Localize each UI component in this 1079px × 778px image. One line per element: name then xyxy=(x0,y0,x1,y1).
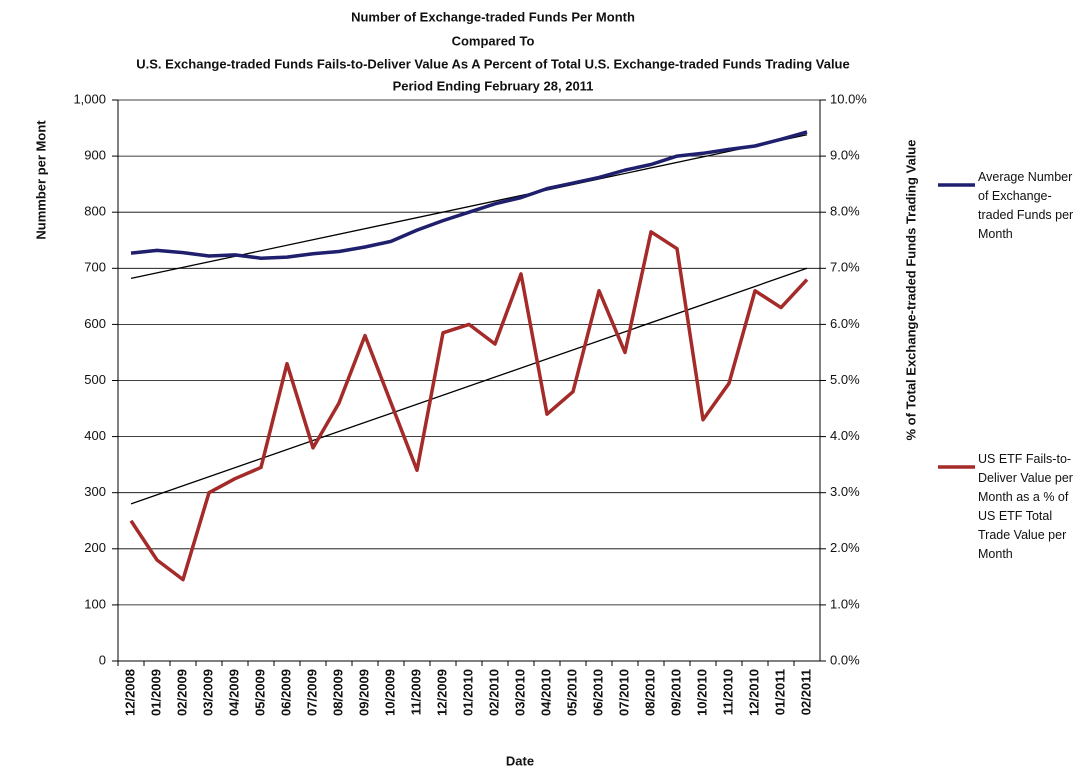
y-tick-label: 500 xyxy=(84,372,106,387)
x-tick-label: 11/2009 xyxy=(408,669,423,715)
x-tick-label: 09/2009 xyxy=(356,669,371,716)
x-tick-label: 01/2009 xyxy=(148,669,163,716)
data-line xyxy=(129,230,809,582)
chart-title: Number of Exchange-traded Funds Per Mont… xyxy=(351,9,635,24)
y2-tick-label: 0.0% xyxy=(830,652,860,667)
y2-tick-label: 8.0% xyxy=(830,204,860,219)
x-tick-label: 06/2009 xyxy=(278,669,293,716)
y-tick-label: 400 xyxy=(84,428,106,443)
y2-tick-label: 3.0% xyxy=(830,484,860,499)
y-tick-label: 900 xyxy=(84,148,106,163)
x-tick-label: 11/2010 xyxy=(720,669,735,715)
x-tick-label: 06/2010 xyxy=(590,669,605,716)
x-tick-label: 02/2009 xyxy=(174,669,189,716)
chart-subtitle: Period Ending February 28, 2011 xyxy=(393,78,594,93)
x-tick-label: 01/2011 xyxy=(772,669,787,715)
y2-tick-label: 9.0% xyxy=(830,148,860,163)
x-tick-label: 10/2009 xyxy=(382,669,397,716)
x-tick-label: 08/2010 xyxy=(642,669,657,716)
legend-label: US ETF Fails-to-Deliver Value per Month … xyxy=(978,452,1073,561)
y2-tick-label: 7.0% xyxy=(830,260,860,275)
data-line xyxy=(130,130,808,260)
y-tick-label: 100 xyxy=(84,596,106,611)
legend-label: Average Number of Exchange-traded Funds … xyxy=(978,170,1074,241)
y-tick-label: 1,000 xyxy=(73,91,106,106)
x-tick-label: 09/2010 xyxy=(668,669,683,716)
y-tick-label: 300 xyxy=(84,484,106,499)
x-tick-label: 12/2010 xyxy=(746,669,761,716)
y2-axis-label: % of Total Exchange-traded Funds Trading… xyxy=(903,140,918,441)
x-tick-label: 04/2009 xyxy=(226,669,241,716)
x-tick-label: 01/2010 xyxy=(460,669,475,716)
y2-tick-label: 1.0% xyxy=(830,596,860,611)
x-tick-label: 07/2010 xyxy=(616,669,631,716)
x-tick-label: 10/2010 xyxy=(694,669,709,716)
y-axis-label: Nummber per Mont xyxy=(33,120,48,240)
chart-subtitle: U.S. Exchange-traded Funds Fails-to-Deli… xyxy=(136,56,849,71)
y-tick-label: 600 xyxy=(84,316,106,331)
y2-tick-label: 4.0% xyxy=(830,428,860,443)
x-tick-label: 05/2009 xyxy=(252,669,267,716)
y-tick-label: 200 xyxy=(84,540,106,555)
x-tick-label: 02/2010 xyxy=(486,669,501,716)
y-tick-label: 700 xyxy=(84,260,106,275)
y-tick-label: 800 xyxy=(84,204,106,219)
x-tick-label: 07/2009 xyxy=(304,669,319,716)
y2-tick-label: 10.0% xyxy=(830,91,867,106)
x-axis-label: Date xyxy=(506,753,534,768)
x-tick-label: 03/2009 xyxy=(200,669,215,716)
x-tick-label: 08/2009 xyxy=(330,669,345,716)
x-tick-label: 12/2009 xyxy=(434,669,449,716)
x-tick-label: 04/2010 xyxy=(538,669,553,716)
y-tick-label: 0 xyxy=(99,652,106,667)
y2-tick-label: 2.0% xyxy=(830,540,860,555)
x-tick-label: 03/2010 xyxy=(512,669,527,716)
x-tick-label: 12/2008 xyxy=(122,669,137,716)
chart-subtitle: Compared To xyxy=(452,33,535,48)
trendline xyxy=(130,267,808,505)
x-tick-label: 05/2010 xyxy=(564,669,579,716)
y2-tick-label: 6.0% xyxy=(830,316,860,331)
y2-tick-label: 5.0% xyxy=(830,372,860,387)
x-tick-label: 02/2011 xyxy=(798,669,813,715)
